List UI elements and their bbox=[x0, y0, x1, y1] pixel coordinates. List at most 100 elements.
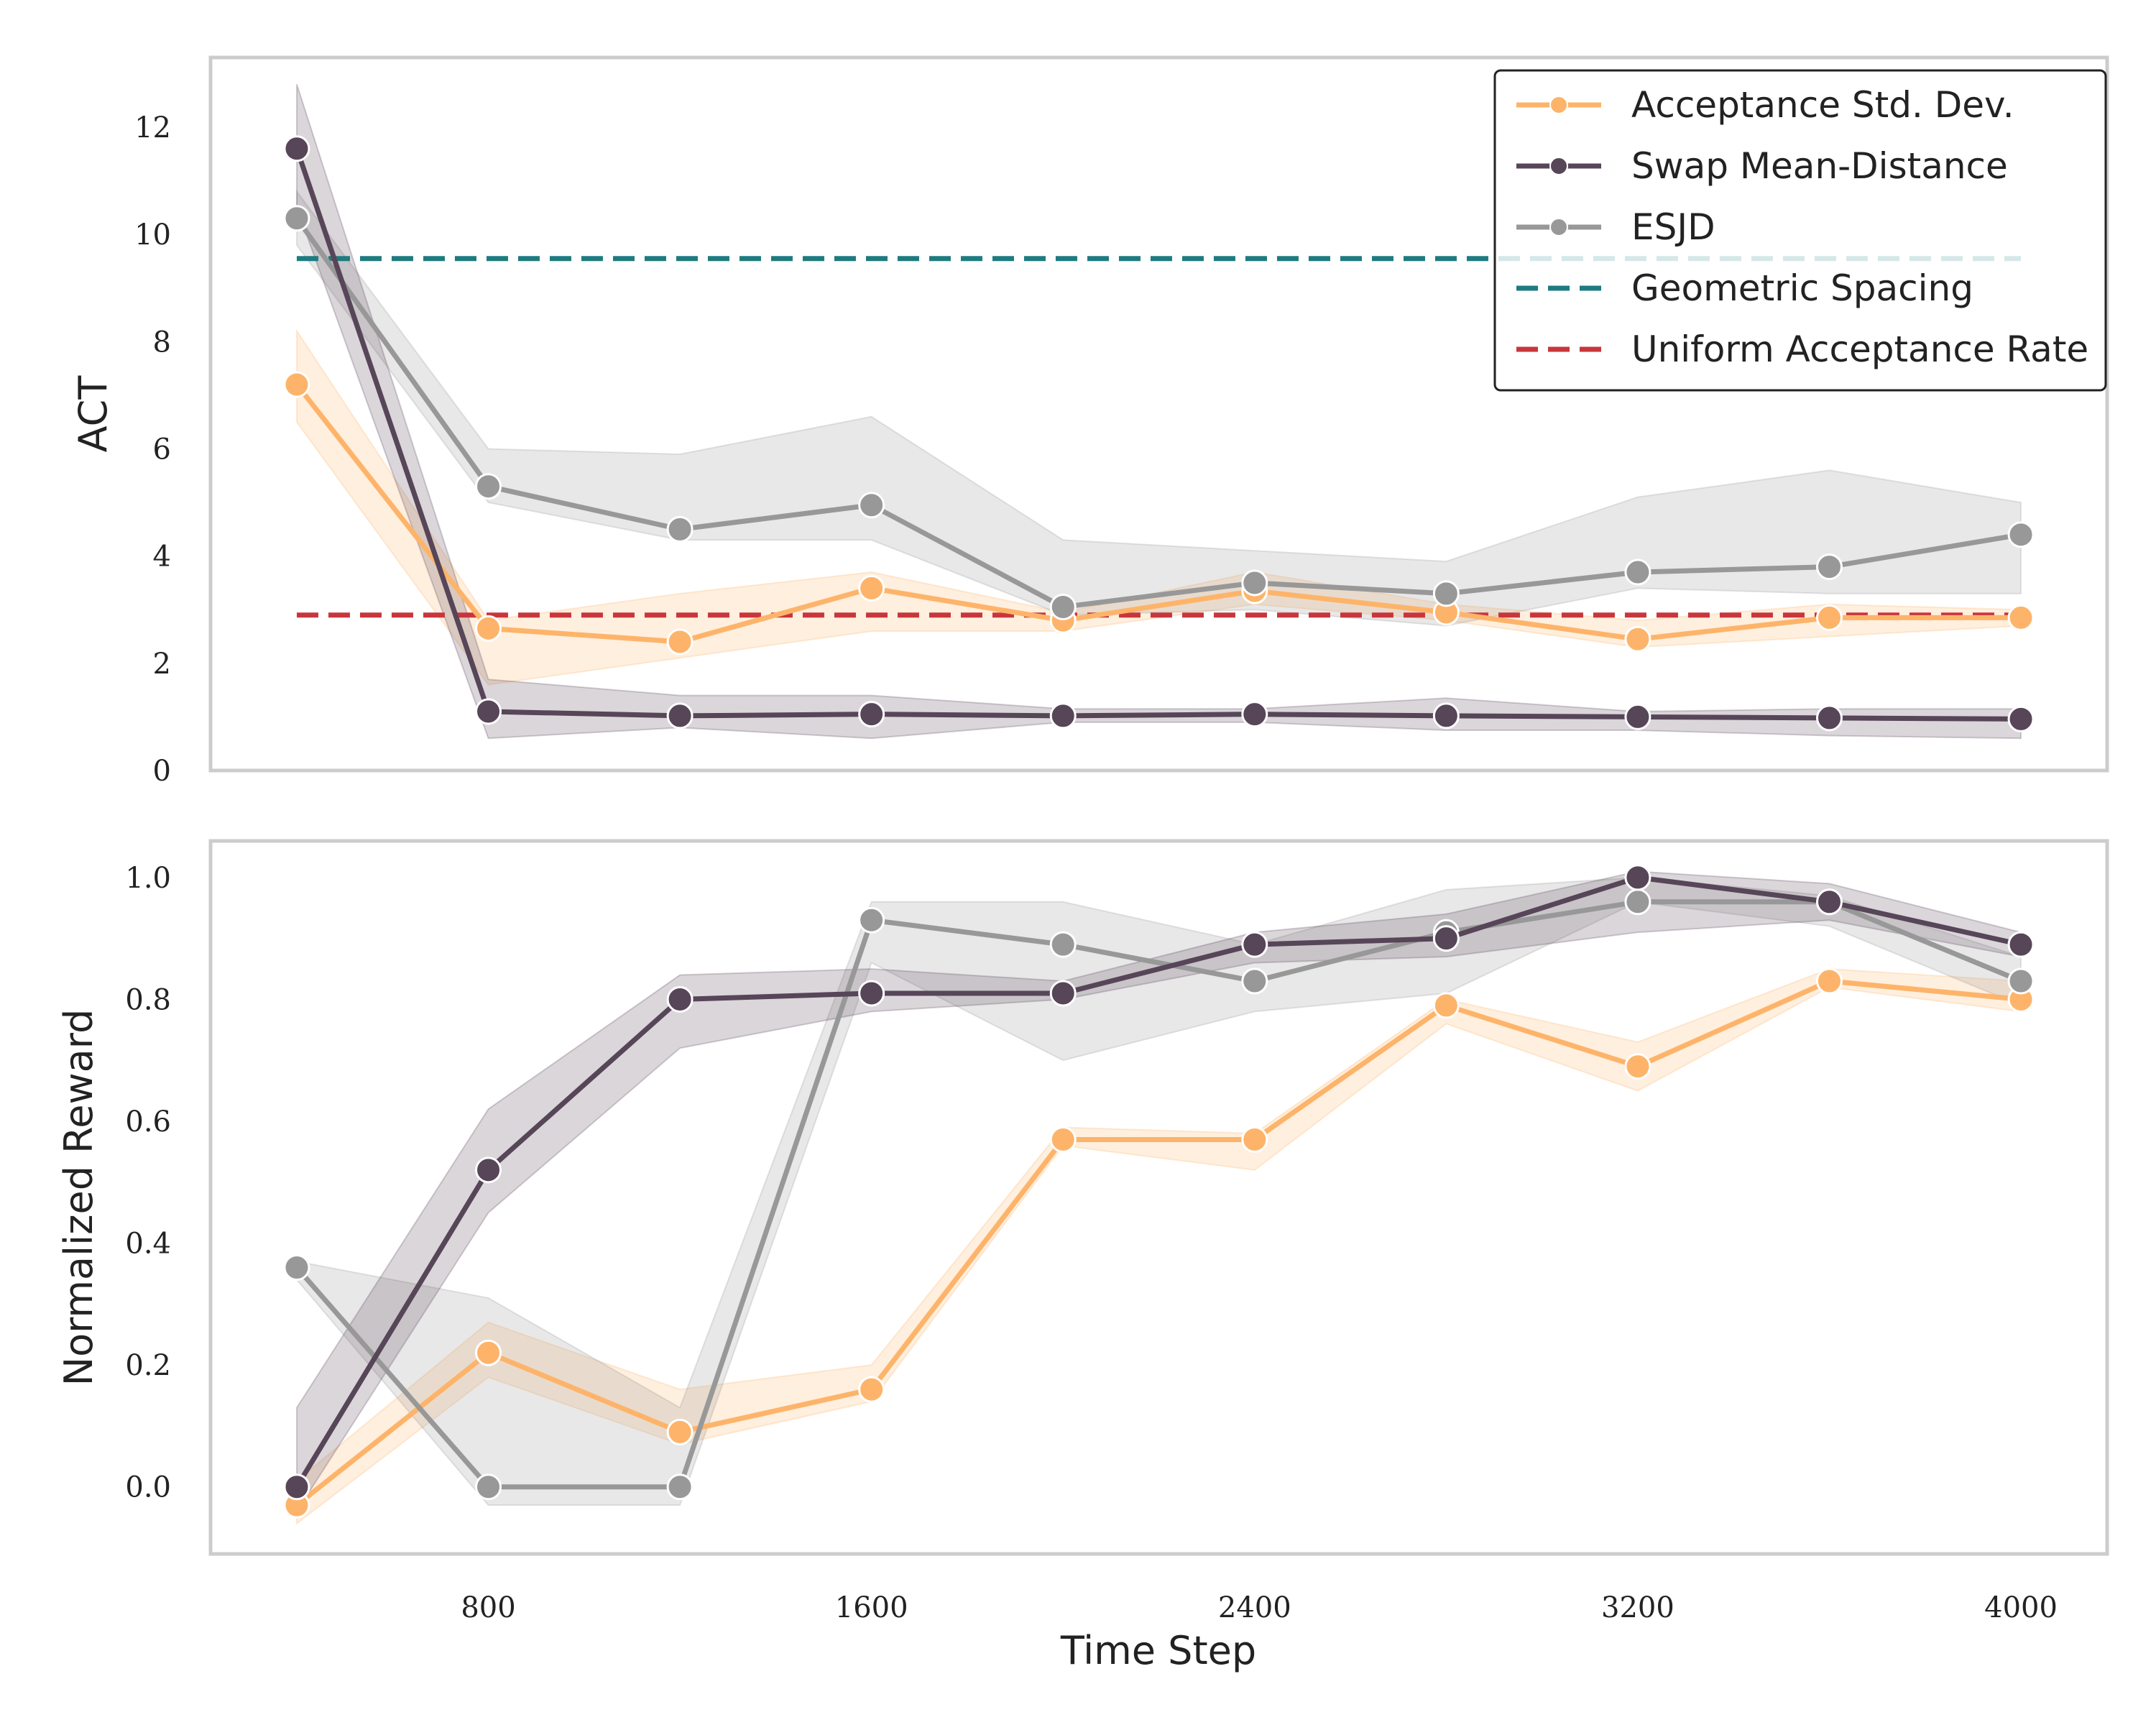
legend-item-acceptance-std-dev: Acceptance Std. Dev. bbox=[1516, 84, 2014, 126]
bottom-acceptance-std-dev-point bbox=[1624, 1053, 1651, 1080]
legend-marker bbox=[1549, 218, 1568, 236]
bottom-swap-mean-distance-point bbox=[666, 985, 694, 1013]
top-y-axis-label: ACT bbox=[70, 375, 116, 453]
top-acceptance-std-dev-point bbox=[666, 628, 694, 656]
top-acceptance-std-dev-point bbox=[858, 574, 885, 602]
bottom-panel: 0.0 0.2 0.4 0.6 0.8 1.0 800 1600 2400 3200 4000 Nor… bbox=[56, 839, 2109, 1624]
top-y-tick-label: 8 bbox=[153, 326, 171, 359]
top-swap-mean-distance-band bbox=[295, 83, 2022, 740]
top-esjd-point bbox=[1049, 594, 1077, 621]
top-acceptance-std-dev-point bbox=[475, 615, 502, 642]
bottom-swap-mean-distance-point bbox=[475, 1156, 502, 1184]
legend-marker bbox=[1549, 157, 1568, 175]
top-swap-mean-distance-point bbox=[283, 135, 310, 162]
top-acceptance-std-dev-point bbox=[2007, 604, 2035, 631]
bottom-y-tick-label: 0.6 bbox=[125, 1105, 171, 1138]
bottom-y-tick-label: 0.2 bbox=[125, 1349, 171, 1382]
x-tick-label: 3200 bbox=[1601, 1591, 1674, 1624]
top-y-tick-label: 10 bbox=[134, 218, 171, 252]
bottom-swap-mean-distance-point bbox=[858, 980, 885, 1007]
bottom-swap-mean-distance-line bbox=[294, 875, 2024, 1490]
legend-item-uniform-acceptance-rate: Uniform Acceptance Rate bbox=[1516, 328, 2088, 370]
top-y-tick-label: 12 bbox=[134, 111, 171, 144]
top-y-tick-label: 6 bbox=[153, 433, 171, 466]
bottom-acceptance-std-dev-point bbox=[1241, 1126, 1268, 1153]
bottom-acceptance-std-dev-point bbox=[475, 1339, 502, 1366]
bottom-esjd-line bbox=[294, 899, 2024, 1490]
legend: Acceptance Std. Dev. Swap Mean-Distance ES… bbox=[1493, 69, 2107, 392]
top-esjd-line bbox=[294, 216, 2024, 610]
legend-item-esjd: ESJD bbox=[1516, 206, 1715, 248]
x-tick-label: 4000 bbox=[1984, 1591, 2058, 1624]
legend-label: ESJD bbox=[1631, 206, 1715, 248]
top-esjd-point bbox=[1241, 569, 1268, 597]
top-esjd-band bbox=[295, 189, 2022, 627]
bottom-plot-frame bbox=[208, 839, 2109, 1556]
top-swap-mean-distance-point bbox=[1049, 702, 1077, 730]
bottom-acceptance-std-dev-point bbox=[1432, 992, 1460, 1019]
bottom-acceptance-std-dev-point bbox=[1049, 1126, 1077, 1153]
bottom-esjd-point bbox=[1241, 967, 1268, 995]
bottom-esjd-point bbox=[1049, 931, 1077, 958]
bottom-swap-mean-distance-point bbox=[1815, 888, 1843, 916]
bottom-swap-mean-distance-point bbox=[1432, 925, 1460, 952]
legend-label: Geometric Spacing bbox=[1631, 267, 1973, 309]
bottom-esjd-point bbox=[666, 1473, 694, 1501]
top-swap-mean-distance-line bbox=[294, 146, 2024, 722]
x-axis-label: Time Step bbox=[1060, 1628, 1256, 1673]
top-esjd-point bbox=[858, 492, 885, 519]
bottom-y-tick-label: 1.0 bbox=[125, 862, 171, 895]
top-y-tick-label: 4 bbox=[153, 540, 171, 574]
bottom-y-axis-label: Normalized Reward bbox=[56, 1009, 101, 1386]
top-swap-mean-distance-point bbox=[858, 701, 885, 728]
top-swap-mean-distance-point bbox=[1432, 702, 1460, 730]
bottom-acceptance-std-dev-point bbox=[666, 1418, 694, 1445]
top-swap-mean-distance-point bbox=[1815, 704, 1843, 732]
top-acceptance-std-dev-point bbox=[1624, 625, 1651, 653]
top-acceptance-std-dev-point bbox=[1815, 604, 1843, 631]
bottom-swap-mean-distance-point bbox=[283, 1473, 310, 1501]
legend-item-geometric-spacing: Geometric Spacing bbox=[1516, 267, 1973, 309]
bottom-acceptance-std-dev-point bbox=[858, 1376, 885, 1403]
bottom-swap-mean-distance-point bbox=[1241, 931, 1268, 958]
top-swap-mean-distance-point bbox=[1241, 701, 1268, 728]
legend-box bbox=[1493, 69, 2107, 392]
top-acceptance-std-dev-point bbox=[283, 371, 310, 398]
bottom-y-tick-label: 0.8 bbox=[125, 983, 171, 1016]
top-acceptance-std-dev-line bbox=[294, 382, 2024, 645]
x-tick-label: 1600 bbox=[835, 1591, 908, 1624]
top-esjd-point bbox=[475, 473, 502, 500]
bottom-esjd-point bbox=[858, 906, 885, 934]
bottom-esjd-point bbox=[475, 1473, 502, 1501]
bottom-esjd-point bbox=[1624, 888, 1651, 916]
bottom-y-tick-label: 0.0 bbox=[125, 1471, 171, 1504]
top-esjd-point bbox=[283, 205, 310, 232]
top-plot-frame bbox=[208, 55, 2109, 773]
top-esjd-point bbox=[2007, 521, 2035, 548]
bottom-swap-mean-distance-point bbox=[1624, 864, 1651, 891]
top-esjd-point bbox=[1432, 580, 1460, 607]
legend-label: Uniform Acceptance Rate bbox=[1631, 328, 2088, 370]
bottom-esjd-point bbox=[283, 1254, 310, 1282]
top-y-tick-label: 0 bbox=[153, 755, 171, 788]
x-tick-label: 800 bbox=[461, 1591, 515, 1624]
legend-label: Acceptance Std. Dev. bbox=[1631, 84, 2014, 126]
top-esjd-point bbox=[1815, 553, 1843, 581]
bottom-y-tick-label: 0.4 bbox=[125, 1228, 171, 1261]
bottom-swap-mean-distance-point bbox=[2007, 931, 2035, 958]
bottom-esjd-point bbox=[2007, 967, 2035, 995]
bottom-swap-mean-distance-point bbox=[1049, 980, 1077, 1007]
top-esjd-point bbox=[1624, 558, 1651, 586]
legend-item-swap-mean-distance: Swap Mean-Distance bbox=[1516, 145, 2008, 187]
legend-label: Swap Mean-Distance bbox=[1631, 145, 2008, 187]
legend-marker bbox=[1549, 96, 1568, 114]
top-swap-mean-distance-point bbox=[666, 702, 694, 730]
top-swap-mean-distance-point bbox=[475, 698, 502, 725]
top-y-tick-label: 2 bbox=[153, 648, 171, 681]
bottom-acceptance-std-dev-point bbox=[1815, 967, 1843, 995]
top-swap-mean-distance-point bbox=[2007, 705, 2035, 732]
top-swap-mean-distance-point bbox=[1624, 703, 1651, 730]
top-esjd-point bbox=[666, 515, 694, 543]
bottom-acceptance-std-dev-line bbox=[294, 978, 2024, 1508]
